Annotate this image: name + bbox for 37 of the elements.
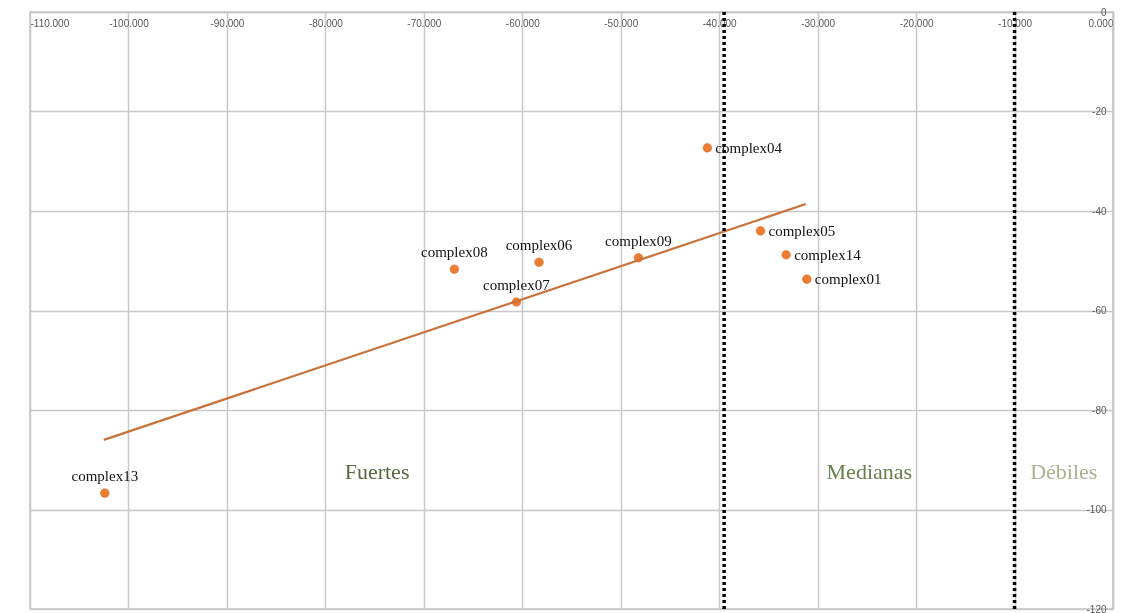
point — [755, 226, 766, 236]
y-tick-label: -60 — [1092, 305, 1107, 316]
x-tick-label: -90.000 — [210, 17, 245, 29]
annotation: Fuertes — [344, 458, 410, 484]
x-tick-label: -60.000 — [505, 17, 541, 29]
annotation: complex06 — [505, 237, 573, 254]
y-tick-label: -40 — [1092, 205, 1107, 217]
annotation: complex01 — [814, 271, 882, 288]
point — [449, 264, 459, 274]
point — [802, 274, 812, 284]
x-tick-label: -100.000 — [109, 17, 150, 29]
annotation: Medianas — [826, 458, 913, 484]
y-tick-label: -20 — [1092, 106, 1107, 117]
annotation: complex13 — [71, 468, 139, 485]
annotation: complex14 — [794, 246, 862, 263]
y-tick-label: 0 — [1100, 6, 1107, 18]
point — [781, 250, 791, 260]
annotation: complex07 — [483, 277, 551, 294]
x-tick-label: -10.000 — [998, 17, 1033, 29]
annotation: complex09 — [605, 232, 672, 249]
point — [702, 143, 712, 153]
point — [534, 257, 544, 267]
x-tick-label: -20.000 — [899, 17, 934, 29]
x-tick-label: 0.000 — [1088, 17, 1114, 29]
x-tick-label: -30.000 — [801, 17, 836, 29]
x-tick-label: -80.000 — [308, 17, 344, 29]
y-tick-label: -100 — [1086, 504, 1107, 515]
x-tick-label: -110.000 — [30, 17, 70, 29]
x-tick-label: -50.000 — [604, 17, 639, 29]
annotation: Débiles — [1030, 458, 1098, 484]
x-tick-label: -70.000 — [407, 17, 442, 29]
point — [100, 488, 110, 498]
annotation: complex04 — [715, 139, 783, 156]
y-tick-label: -120 — [1086, 603, 1107, 613]
y-tick-label: -80 — [1092, 404, 1107, 416]
annotation: complex08 — [421, 244, 488, 261]
annotation: complex05 — [768, 222, 836, 239]
